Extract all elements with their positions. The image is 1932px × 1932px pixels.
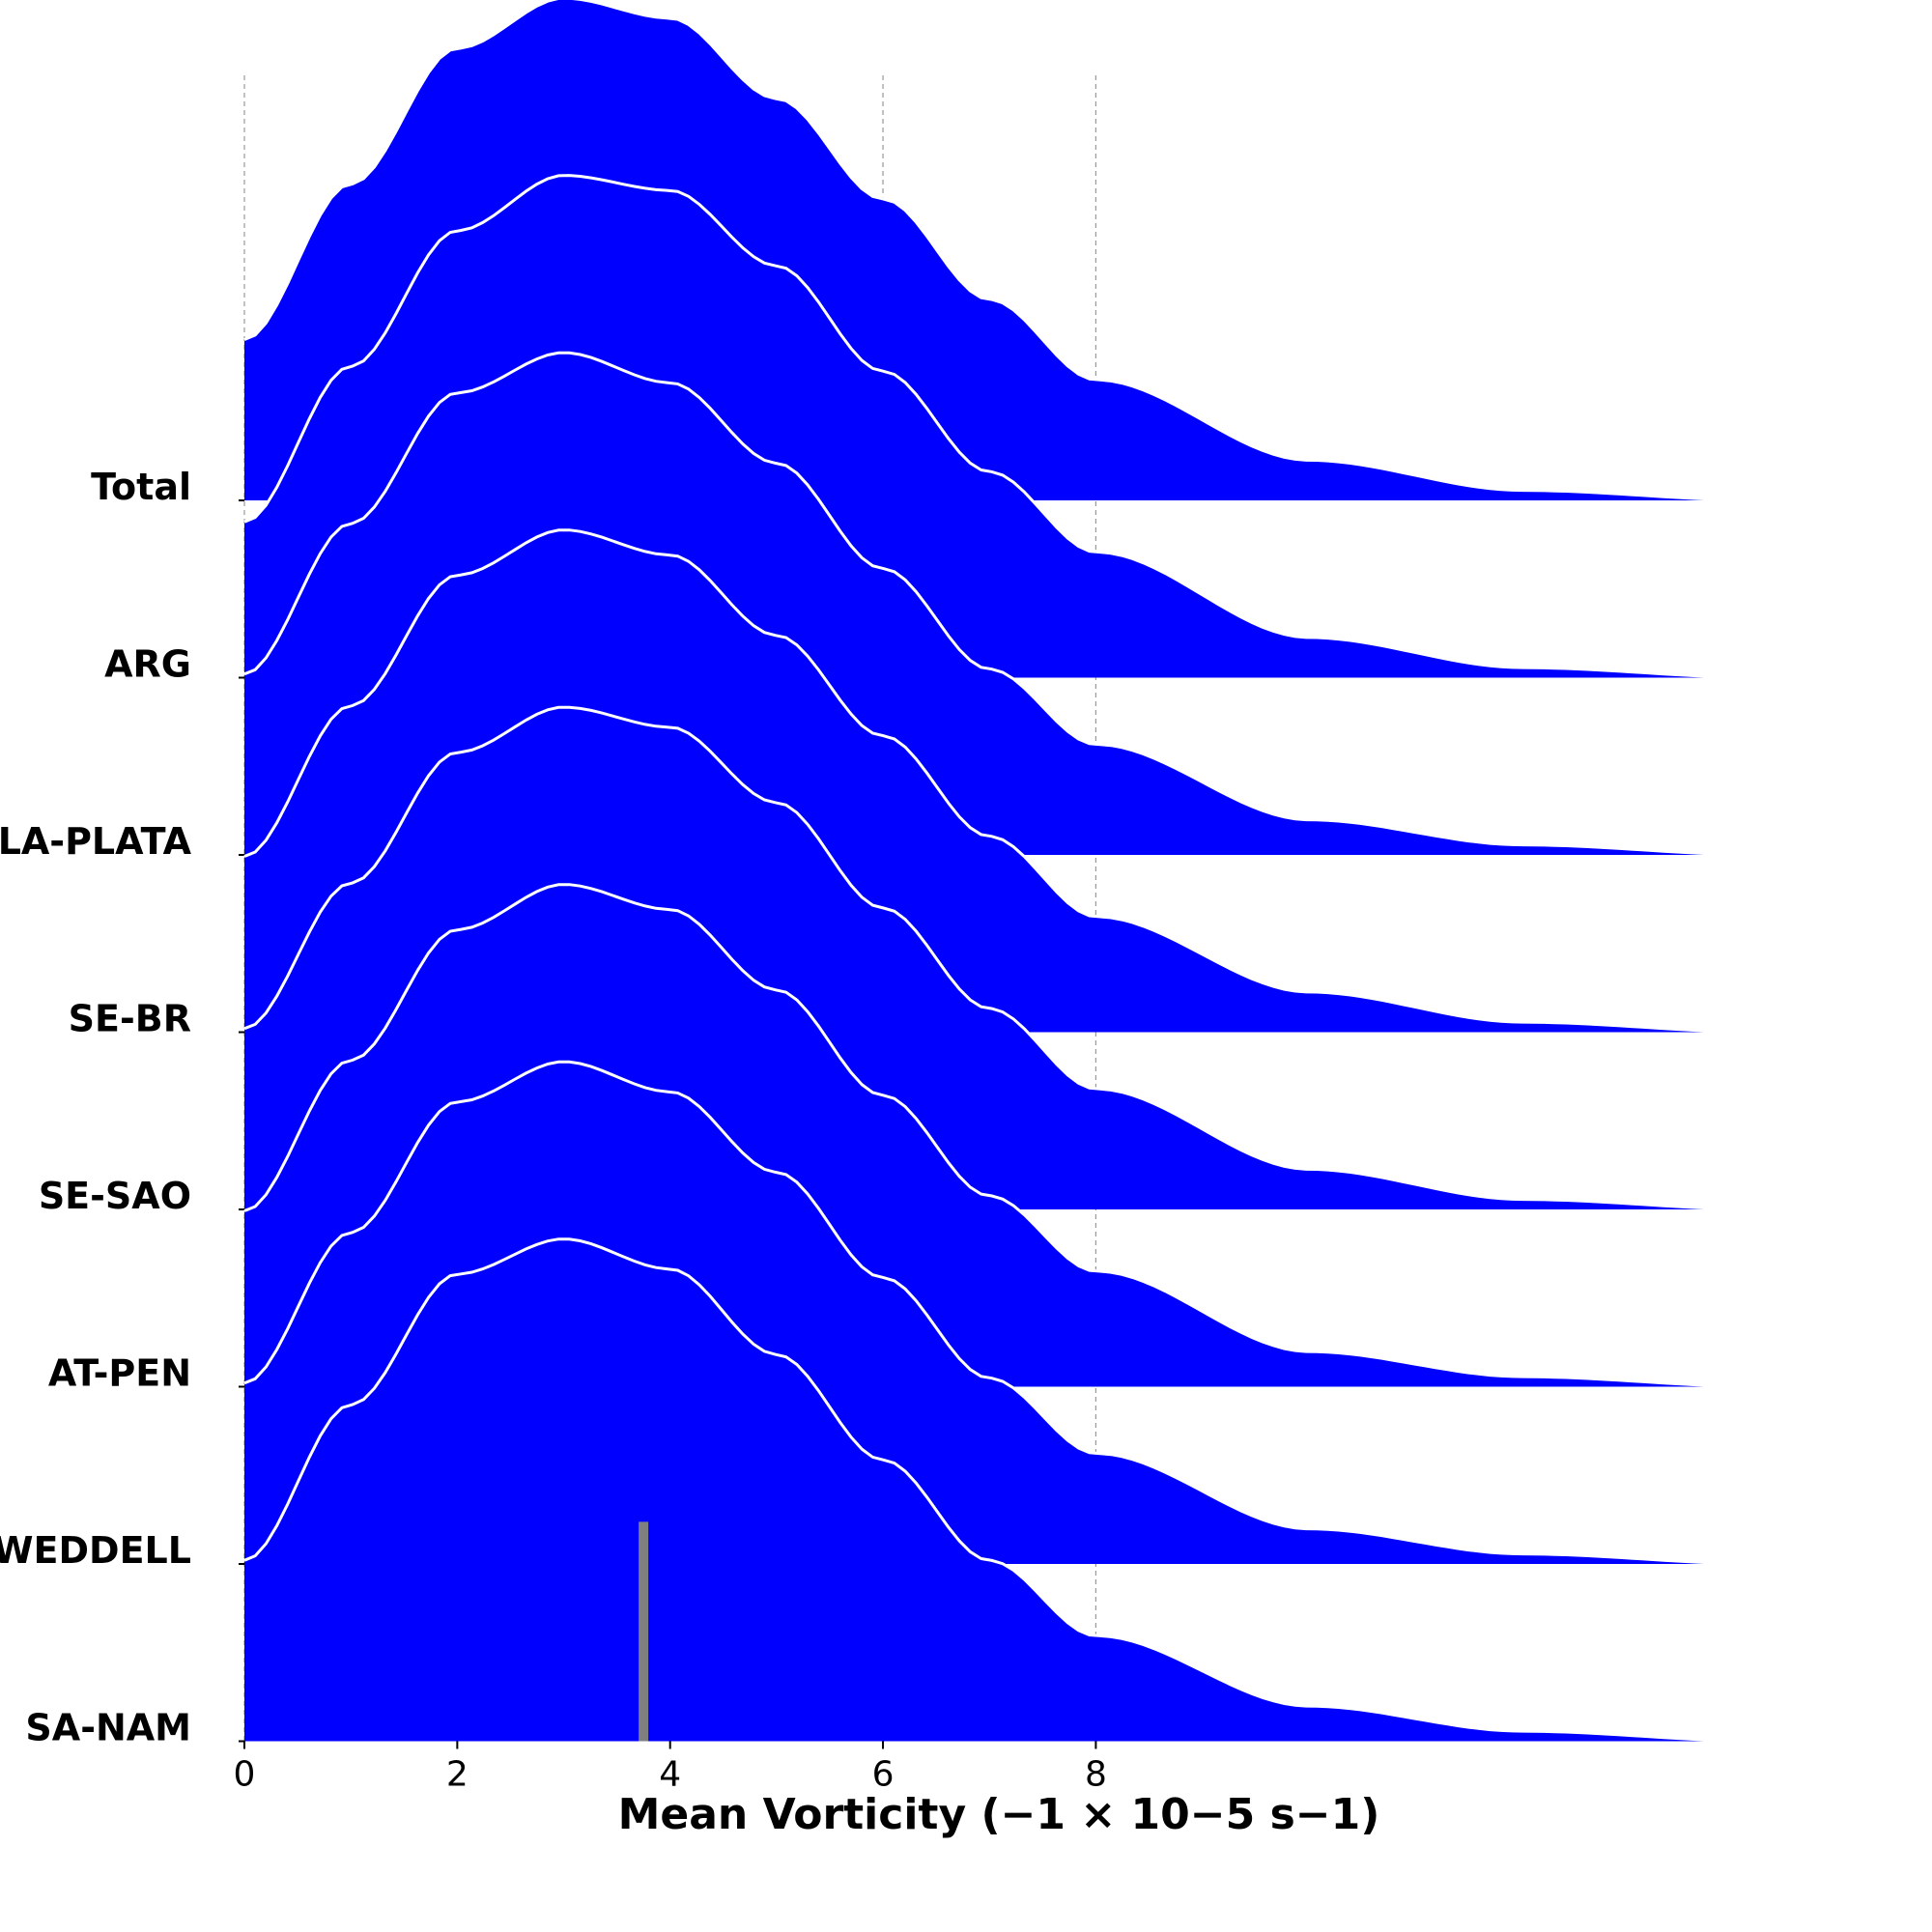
category-label-SE-SAO: SE-SAO: [39, 1175, 191, 1217]
ridge-fill-SA-NAM: [244, 1238, 1761, 1742]
ridge-outline-SE-SAO: [243, 705, 1762, 1211]
x-axis: 0 2 4 6 8: [234, 1741, 1107, 1795]
xtick-label-8: 8: [1085, 1755, 1107, 1795]
xtick-label-6: 6: [872, 1755, 895, 1795]
category-labels: Total ARG LA-PLATA SE-BR SE-SAO AT-PEN WEDDELL…: [0, 466, 192, 1749]
ridge-outline-WEDDELL: [243, 1060, 1762, 1566]
xtick-label-2: 2: [446, 1755, 469, 1795]
ridge-outline-LA-PLATA: [243, 351, 1762, 857]
xtick-label-4: 4: [659, 1755, 681, 1795]
xtick-label-0: 0: [234, 1755, 256, 1795]
ridge-outline-SA-NAM: [243, 1237, 1762, 1743]
marker-bar: [639, 1521, 649, 1742]
marker-layer: [639, 1521, 649, 1742]
category-label-Total: Total: [91, 466, 191, 508]
category-label-ARG: ARG: [104, 643, 191, 686]
ridge-outline-Total: [243, 0, 1762, 502]
category-label-SA-NAM: SA-NAM: [25, 1707, 191, 1749]
category-label-AT-PEN: AT-PEN: [48, 1352, 191, 1395]
ridge-outline-ARG: [243, 174, 1762, 679]
ridge-layer: [239, 0, 1762, 1743]
x-axis-title: Mean Vorticity (−1 × 10−5 s−1): [618, 1790, 1380, 1839]
category-label-SE-BR: SE-BR: [69, 998, 191, 1040]
ridge-outline-SE-BR: [243, 528, 1762, 1034]
ridge-outline-AT-PEN: [243, 883, 1762, 1388]
category-label-LA-PLATA: LA-PLATA: [0, 820, 192, 863]
category-label-WEDDELL: WEDDELL: [0, 1529, 191, 1572]
